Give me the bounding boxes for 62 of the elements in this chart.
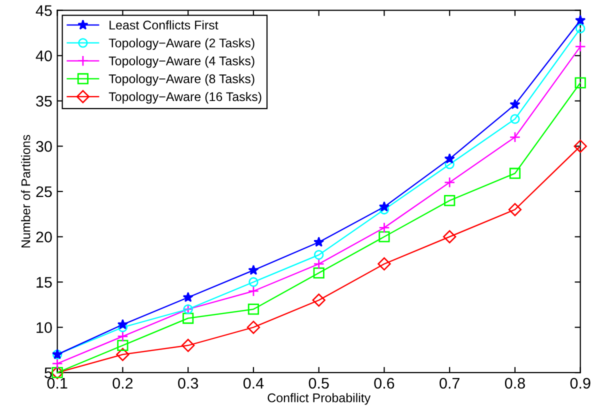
x-tick-label: 0.4 [243,378,264,389]
y-tick-label: 20 [36,232,52,242]
point [248,304,260,315]
point [508,203,522,216]
x-tick-label: 0.6 [374,378,394,389]
point [378,257,391,271]
legend-label: Topology−Aware (4 Tasks) [108,56,254,68]
y-tick-label: 30 [36,141,52,152]
point [510,114,520,124]
x-tick-label: 0.7 [440,378,460,389]
point [313,267,324,279]
y-tick-label: 40 [36,50,52,62]
point [378,201,390,212]
point [246,320,260,334]
legend-label: Least Conflicts First [110,20,218,30]
x-tick-label: 0.2 [112,378,133,389]
y-tick-label: 5 [44,368,52,378]
point [117,319,128,330]
legend-label: Topology−Aware (8 Tasks) [108,74,254,86]
x-tick-label: 0.3 [178,378,198,389]
y-tick-label: 10 [36,322,52,334]
point [574,77,586,88]
x-tick-label: 0.8 [504,378,525,389]
x-tick-label: 0.5 [308,378,329,389]
point [52,358,63,370]
y-axis-title: Number of Partitions [21,134,30,248]
y-tick-label: 15 [36,277,52,288]
point [182,338,195,352]
y-tick-label: 25 [36,186,52,198]
point [575,14,586,25]
point [314,250,324,260]
x-tick-label: 0.1 [47,378,68,389]
point [248,286,260,297]
legend-label: Topology−Aware (16 Tasks) [108,92,262,104]
point [510,98,520,110]
point [313,258,324,270]
point [444,176,456,188]
point [444,153,455,164]
point [576,24,586,34]
point [314,236,324,247]
point [116,348,130,362]
point [574,41,586,52]
point [509,168,521,179]
point [182,292,194,302]
point [444,194,456,206]
x-axis-title: Conflict Probability [268,393,371,405]
point [117,340,128,351]
y-tick-label: 35 [36,96,52,107]
x-tick-label: 0.9 [570,378,590,389]
point [574,140,587,153]
point [378,231,390,242]
y-tick-label: 45 [36,5,52,16]
point [509,132,521,143]
legend-label: Topology−Aware (2 Tasks) [108,38,254,50]
point [312,294,326,307]
point [182,312,194,324]
point [443,230,456,244]
point [444,159,454,170]
point [378,222,390,234]
point [117,330,128,342]
point [248,264,259,275]
point [248,277,258,287]
